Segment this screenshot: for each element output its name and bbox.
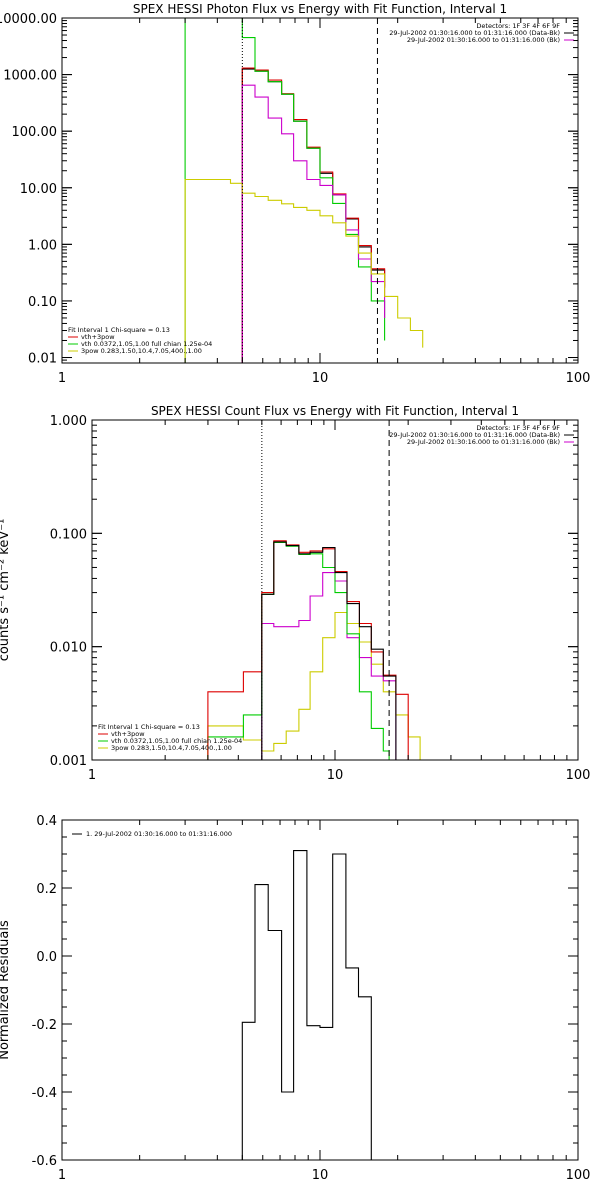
- y-tick-label: 1000.00: [3, 69, 57, 84]
- y-tick-label: -0.6: [32, 1154, 57, 1169]
- legend-bottom-left-item: Fit Interval 1 Chi-square = 0.13: [98, 723, 200, 731]
- legend-bottom-left-item: vth 0.0372,1.05,1.00 full chian 1.25e-04: [81, 340, 212, 348]
- series-line-3: [207, 540, 409, 760]
- series-line-3: [241, 84, 386, 363]
- x-tick-label: 10: [312, 371, 329, 386]
- x-tick-label: 100: [566, 768, 591, 783]
- legend-top-right-item: 29-Jul-2002 01:30:16.000 to 01:31:16.000…: [389, 29, 560, 37]
- x-tick-label: 1: [88, 768, 96, 783]
- x-tick-label: 100: [566, 1168, 591, 1183]
- legend-top-right-item: Detectors: 1F 3F 4F 6F 9F: [476, 424, 560, 432]
- x-tick-label: 1: [58, 1168, 66, 1183]
- plot-frame: [61, 819, 579, 1161]
- y-tick-label: 0.001: [50, 754, 87, 769]
- legend-top-right-item: Detectors: 1F 3F 4F 6F 9F: [476, 22, 560, 30]
- series-line-0: [241, 68, 386, 363]
- legend-bottom-left-item: Fit Interval 1 Chi-square = 0.13: [68, 326, 170, 334]
- y-tick-label: 10.00: [20, 182, 57, 197]
- legend-top-right-item: 29-Jul-2002 01:30:16.000 to 01:31:16.000…: [389, 431, 560, 439]
- legend-bottom-left-item: 3pow 0.283,1.50,10.4,7.05,400.,1.00: [111, 744, 232, 752]
- y-tick-label: -0.4: [32, 1086, 57, 1101]
- legend-bottom-left-item: vth+3pow: [111, 730, 145, 738]
- legend-bottom-left-item: vth 0.0372,1.05,1.00 full chian 1.25e-04: [111, 737, 242, 745]
- y-tick-label: -0.2: [32, 1018, 57, 1033]
- y-tick-label: 0.0: [36, 950, 57, 965]
- y-tick-label: 0.100: [50, 527, 87, 542]
- plot-frame: [61, 17, 579, 364]
- y-tick-label: 100.00: [12, 125, 58, 140]
- x-tick-label: 1: [58, 371, 66, 386]
- y-tick-label: 0.010: [50, 641, 87, 656]
- x-tick-label: 100: [566, 371, 591, 386]
- series-line-2: [184, 18, 386, 363]
- legend-top-left-item: 1. 29-Jul-2002 01:30:16.000 to 01:31:16.…: [86, 830, 232, 838]
- y-tick-label: 10000.00: [0, 12, 57, 27]
- y-tick-label: 0.01: [28, 352, 57, 367]
- legend-bottom-left-item: vth+3pow: [81, 333, 115, 341]
- series-line-0: [241, 850, 372, 1160]
- y-tick-label: 1.00: [28, 238, 57, 253]
- series-line-1: [241, 67, 386, 363]
- y-axis-label: counts s⁻¹ cm⁻² keV⁻¹: [0, 519, 12, 662]
- x-tick-label: 10: [312, 1168, 329, 1183]
- y-axis-label: Normalized Residuals: [0, 920, 12, 1060]
- x-tick-label: 10: [327, 768, 344, 783]
- y-tick-label: 0.10: [28, 295, 57, 310]
- series-line-4: [184, 178, 424, 363]
- series-line-4: [261, 541, 397, 760]
- y-tick-label: 0.2: [36, 882, 57, 897]
- series-line-1: [261, 572, 397, 760]
- y-tick-label: 1.000: [50, 414, 87, 429]
- legend-top-right-item: 29-Jul-2002 01:30:16.000 to 01:31:16.000…: [407, 36, 560, 44]
- chart-title: SPEX HESSI Count Flux vs Energy with Fit…: [151, 404, 519, 418]
- series-line-0: [207, 611, 421, 760]
- y-tick-label: 0.4: [36, 814, 57, 829]
- legend-bottom-left-item: 3pow 0.283,1.50,10.4,7.05,400.,1.00: [81, 347, 202, 355]
- chart-title: SPEX HESSI Photon Flux vs Energy with Fi…: [133, 2, 507, 16]
- legend-top-right-item: 29-Jul-2002 01:30:16.000 to 01:31:16.000…: [407, 438, 560, 446]
